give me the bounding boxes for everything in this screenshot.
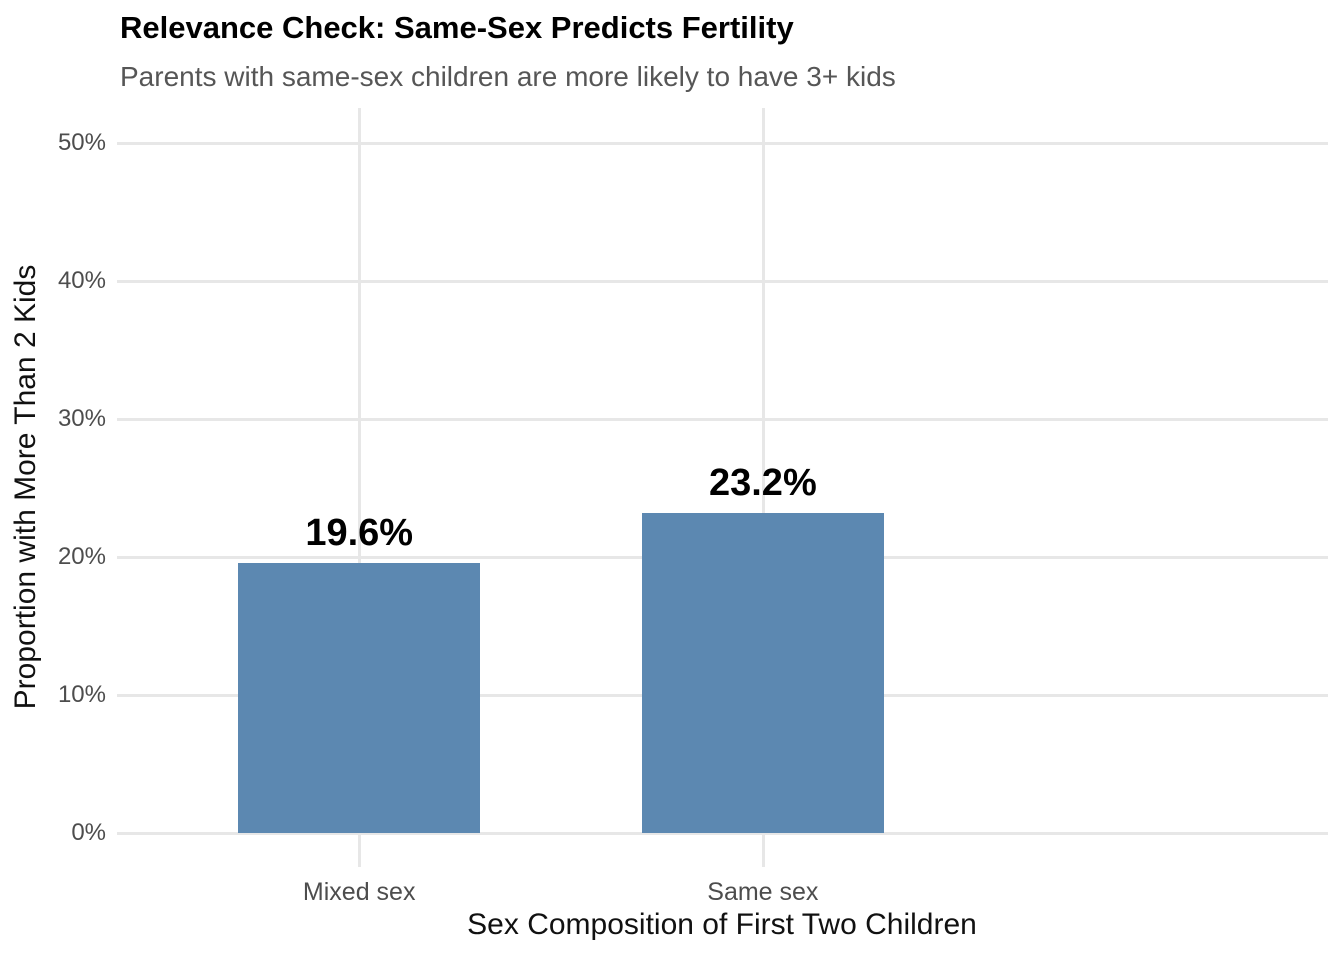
gridline-h-0% [117, 832, 1328, 835]
chart-title: Relevance Check: Same-Sex Predicts Ferti… [120, 10, 794, 45]
y-tick-label: 0% [71, 819, 106, 846]
bar-mixed-sex [238, 562, 481, 833]
gridline-h-40% [117, 280, 1328, 283]
y-tick-label: 50% [57, 129, 106, 156]
gridline-h-50% [117, 142, 1328, 145]
gridline-h-30% [117, 418, 1328, 421]
y-tick-label: 20% [57, 543, 106, 570]
bar-value-label: 19.6% [305, 511, 414, 554]
bar-value-label: 23.2% [708, 461, 817, 504]
y-tick-label: 30% [57, 405, 106, 432]
gridline-v-1 [761, 108, 765, 867]
x-axis-title: Sex Composition of First Two Children [467, 908, 977, 941]
gridline-v-0 [358, 108, 362, 867]
y-axis-title: Proportion with More Than 2 Kids [9, 264, 42, 710]
x-tick-label: Same sex [707, 878, 819, 906]
x-tick-label: Mixed sex [302, 878, 416, 906]
chart-subtitle: Parents with same-sex children are more … [120, 61, 896, 92]
bar-same-sex [641, 512, 884, 833]
y-tick-label: 40% [57, 267, 106, 294]
y-tick-label: 10% [57, 681, 106, 708]
